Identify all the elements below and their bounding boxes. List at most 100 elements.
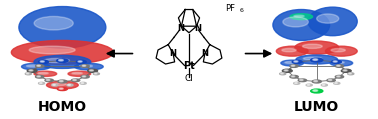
Circle shape xyxy=(68,84,70,85)
Ellipse shape xyxy=(303,57,322,60)
Ellipse shape xyxy=(11,40,113,64)
Circle shape xyxy=(78,61,82,62)
Ellipse shape xyxy=(34,55,91,68)
Text: Cl: Cl xyxy=(184,74,194,83)
Circle shape xyxy=(291,65,295,66)
Circle shape xyxy=(343,70,347,71)
Text: PF: PF xyxy=(225,4,235,13)
Circle shape xyxy=(292,60,302,63)
Circle shape xyxy=(27,69,37,72)
Ellipse shape xyxy=(34,16,73,30)
Ellipse shape xyxy=(72,72,82,74)
Circle shape xyxy=(59,60,63,61)
Circle shape xyxy=(57,59,68,62)
Ellipse shape xyxy=(290,14,313,20)
Circle shape xyxy=(67,84,73,86)
Text: Pt: Pt xyxy=(183,61,195,71)
Circle shape xyxy=(307,84,310,85)
Circle shape xyxy=(40,61,44,62)
Ellipse shape xyxy=(22,63,50,70)
Circle shape xyxy=(332,60,341,63)
Circle shape xyxy=(335,75,344,78)
Circle shape xyxy=(300,79,303,81)
Circle shape xyxy=(73,79,76,81)
Circle shape xyxy=(348,73,354,75)
Ellipse shape xyxy=(308,7,357,36)
Text: N: N xyxy=(194,24,201,33)
Ellipse shape xyxy=(281,60,304,66)
Ellipse shape xyxy=(19,7,106,48)
Circle shape xyxy=(57,87,67,91)
Circle shape xyxy=(291,76,295,77)
Circle shape xyxy=(349,73,351,74)
Ellipse shape xyxy=(282,49,296,52)
Text: 6: 6 xyxy=(239,8,243,13)
Circle shape xyxy=(294,82,300,84)
Text: N: N xyxy=(201,49,208,58)
Ellipse shape xyxy=(29,46,75,54)
Circle shape xyxy=(36,65,44,67)
Ellipse shape xyxy=(44,58,70,63)
Circle shape xyxy=(37,76,40,77)
Ellipse shape xyxy=(68,71,91,76)
Circle shape xyxy=(37,65,40,66)
Ellipse shape xyxy=(52,83,67,86)
Circle shape xyxy=(294,61,298,62)
Ellipse shape xyxy=(302,44,322,48)
Ellipse shape xyxy=(294,15,304,17)
Circle shape xyxy=(29,70,33,71)
Circle shape xyxy=(39,82,45,84)
Circle shape xyxy=(313,59,318,60)
Text: N: N xyxy=(177,24,184,33)
Circle shape xyxy=(80,82,86,84)
Circle shape xyxy=(82,65,86,66)
Circle shape xyxy=(46,79,50,81)
Ellipse shape xyxy=(317,14,339,23)
Circle shape xyxy=(341,69,351,72)
Ellipse shape xyxy=(74,63,103,70)
Ellipse shape xyxy=(79,65,92,67)
Circle shape xyxy=(322,84,325,85)
Circle shape xyxy=(298,79,307,82)
Circle shape xyxy=(76,60,86,63)
Circle shape xyxy=(321,84,327,86)
Ellipse shape xyxy=(283,17,308,27)
Ellipse shape xyxy=(296,55,338,64)
Circle shape xyxy=(25,73,31,75)
Ellipse shape xyxy=(334,62,344,63)
Circle shape xyxy=(282,69,292,72)
Circle shape xyxy=(334,82,340,84)
Text: N: N xyxy=(170,49,177,58)
Ellipse shape xyxy=(330,60,353,66)
Circle shape xyxy=(328,79,332,81)
Circle shape xyxy=(333,61,337,62)
Circle shape xyxy=(94,73,97,74)
Text: HOMO: HOMO xyxy=(38,100,87,114)
Circle shape xyxy=(314,81,318,82)
Circle shape xyxy=(284,70,288,71)
Circle shape xyxy=(311,89,323,93)
Ellipse shape xyxy=(331,49,345,52)
Circle shape xyxy=(71,79,80,82)
Ellipse shape xyxy=(285,62,295,63)
Text: LUMO: LUMO xyxy=(294,100,339,114)
Ellipse shape xyxy=(325,46,357,56)
Circle shape xyxy=(90,70,93,71)
Circle shape xyxy=(36,75,44,78)
Circle shape xyxy=(59,88,63,89)
Circle shape xyxy=(81,75,89,78)
Circle shape xyxy=(39,60,48,63)
Circle shape xyxy=(312,80,321,83)
Circle shape xyxy=(52,84,58,86)
Ellipse shape xyxy=(26,65,39,67)
Ellipse shape xyxy=(295,41,339,54)
Ellipse shape xyxy=(273,10,330,40)
Circle shape xyxy=(59,81,63,82)
Circle shape xyxy=(306,84,312,86)
Circle shape xyxy=(311,58,323,62)
Circle shape xyxy=(313,90,318,91)
Ellipse shape xyxy=(276,46,308,56)
Circle shape xyxy=(58,80,67,83)
Ellipse shape xyxy=(46,81,78,89)
Ellipse shape xyxy=(38,72,48,74)
